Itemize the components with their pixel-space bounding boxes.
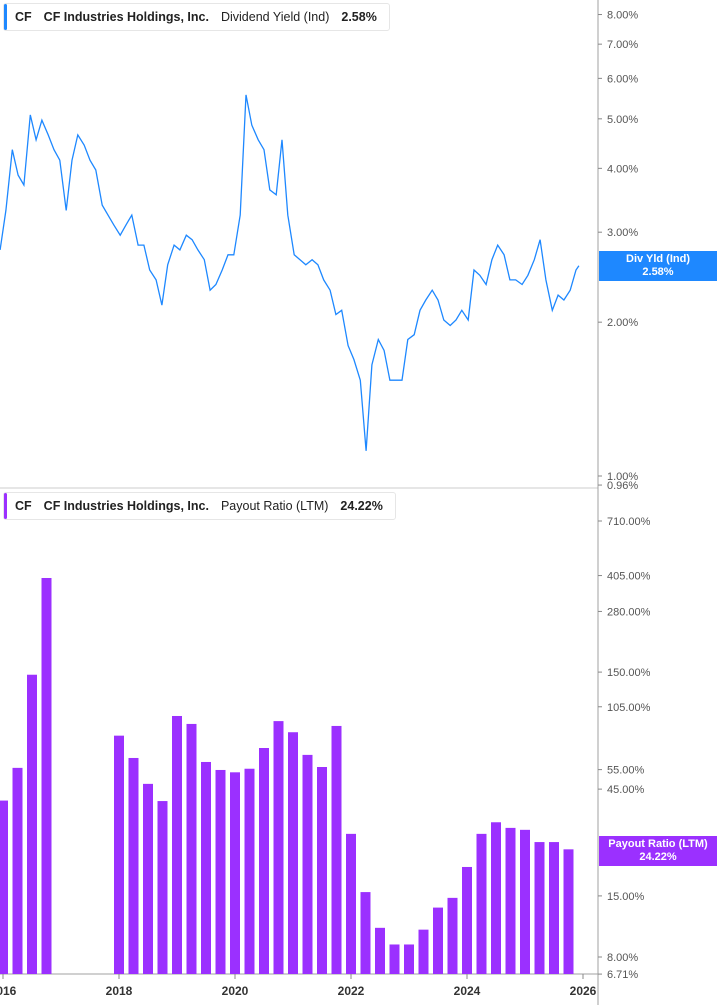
top-tick-label: 0.96% [607, 480, 638, 492]
bottom-tick-label: 55.00% [607, 765, 645, 777]
tag-label: Div Yld (Ind) [626, 253, 690, 265]
x-tick-label: 2022 [338, 984, 365, 998]
payout-bar [41, 577, 52, 974]
payout-bar [520, 829, 530, 974]
top-tick-label: 3.00% [607, 227, 638, 239]
payout-bar [404, 944, 414, 974]
legend-value: 24.22% [340, 499, 383, 513]
payout-bar [186, 723, 197, 974]
payout-bar [259, 748, 269, 974]
top-tick-label: 1.00% [607, 471, 638, 483]
payout-bar [317, 767, 327, 974]
bottom-tick-label: 6.71% [607, 969, 638, 981]
dividend-yield-legend: CF CF Industries Holdings, Inc. Dividend… [3, 3, 390, 31]
payout-bar [462, 866, 472, 974]
legend-value: 2.58% [341, 10, 377, 24]
payout-bar [549, 842, 559, 974]
bottom-tick-label: 105.00% [607, 702, 651, 714]
bottom-tick-label: 405.00% [607, 571, 651, 583]
payout-bar [375, 927, 385, 974]
tag-value: 24.22% [639, 851, 677, 863]
payout-bar [302, 754, 313, 974]
payout-bar [114, 735, 124, 974]
dividend-yield-value-tag: Div Yld (Ind) 2.58% [599, 251, 717, 281]
tag-value: 2.58% [642, 266, 674, 278]
payout-ratio-value-tag: Payout Ratio (LTM) 24.22% [599, 836, 717, 866]
top-tick-label: 2.00% [607, 317, 638, 329]
payout-bar [230, 772, 240, 974]
payout-bar [389, 944, 400, 974]
bottom-tick-label: 710.00% [607, 516, 651, 528]
legend-color-swatch [4, 493, 7, 519]
payout-ratio-legend: CF CF Industries Holdings, Inc. Payout R… [3, 492, 396, 520]
payout-bar [447, 897, 458, 974]
payout-bar [273, 721, 284, 974]
payout-bar [534, 842, 545, 974]
payout-bar [288, 732, 298, 974]
legend-metric: Dividend Yield (Ind) [220, 10, 330, 24]
x-tick-label: 2026 [570, 984, 597, 998]
payout-bar [157, 801, 168, 974]
top-tick-label: 6.00% [607, 73, 638, 85]
payout-bar [27, 674, 37, 974]
payout-bar [143, 783, 153, 974]
bottom-tick-label: 150.00% [607, 667, 651, 679]
x-tick-label: 2024 [454, 984, 481, 998]
legend-company: CF Industries Holdings, Inc. [43, 10, 209, 24]
legend-color-swatch [4, 4, 7, 30]
payout-bar [244, 768, 255, 974]
top-tick-label: 5.00% [607, 114, 638, 126]
bottom-tick-label: 280.00% [607, 606, 651, 618]
legend-metric: Payout Ratio (LTM) [220, 499, 329, 513]
dividend-yield-line [0, 94, 580, 451]
legend-ticker: CF [15, 10, 32, 24]
x-tick-label: 2016 [0, 984, 17, 998]
payout-bar [491, 822, 501, 974]
payout-bar [360, 892, 371, 974]
legend-company: CF Industries Holdings, Inc. [43, 499, 209, 513]
top-tick-label: 4.00% [607, 163, 638, 175]
payout-bar [201, 761, 211, 974]
payout-bar [346, 833, 356, 974]
bottom-tick-label: 8.00% [607, 952, 638, 964]
tag-label: Payout Ratio (LTM) [608, 838, 708, 850]
payout-bar [12, 767, 23, 974]
top-tick-label: 8.00% [607, 10, 638, 22]
top-tick-label: 7.00% [607, 39, 638, 51]
bottom-tick-label: 45.00% [607, 784, 645, 796]
payout-bar [476, 833, 487, 974]
payout-bar [433, 907, 443, 974]
payout-bar [331, 725, 342, 974]
payout-bar [563, 849, 574, 974]
legend-ticker: CF [15, 499, 32, 513]
payout-bar [172, 715, 182, 974]
payout-bar [0, 800, 8, 974]
x-tick-label: 2018 [106, 984, 133, 998]
payout-bar [418, 929, 429, 974]
bottom-tick-label: 15.00% [607, 891, 645, 903]
payout-bar [215, 769, 226, 974]
x-tick-label: 2020 [222, 984, 249, 998]
payout-bar [505, 827, 516, 974]
payout-bar [128, 757, 139, 974]
